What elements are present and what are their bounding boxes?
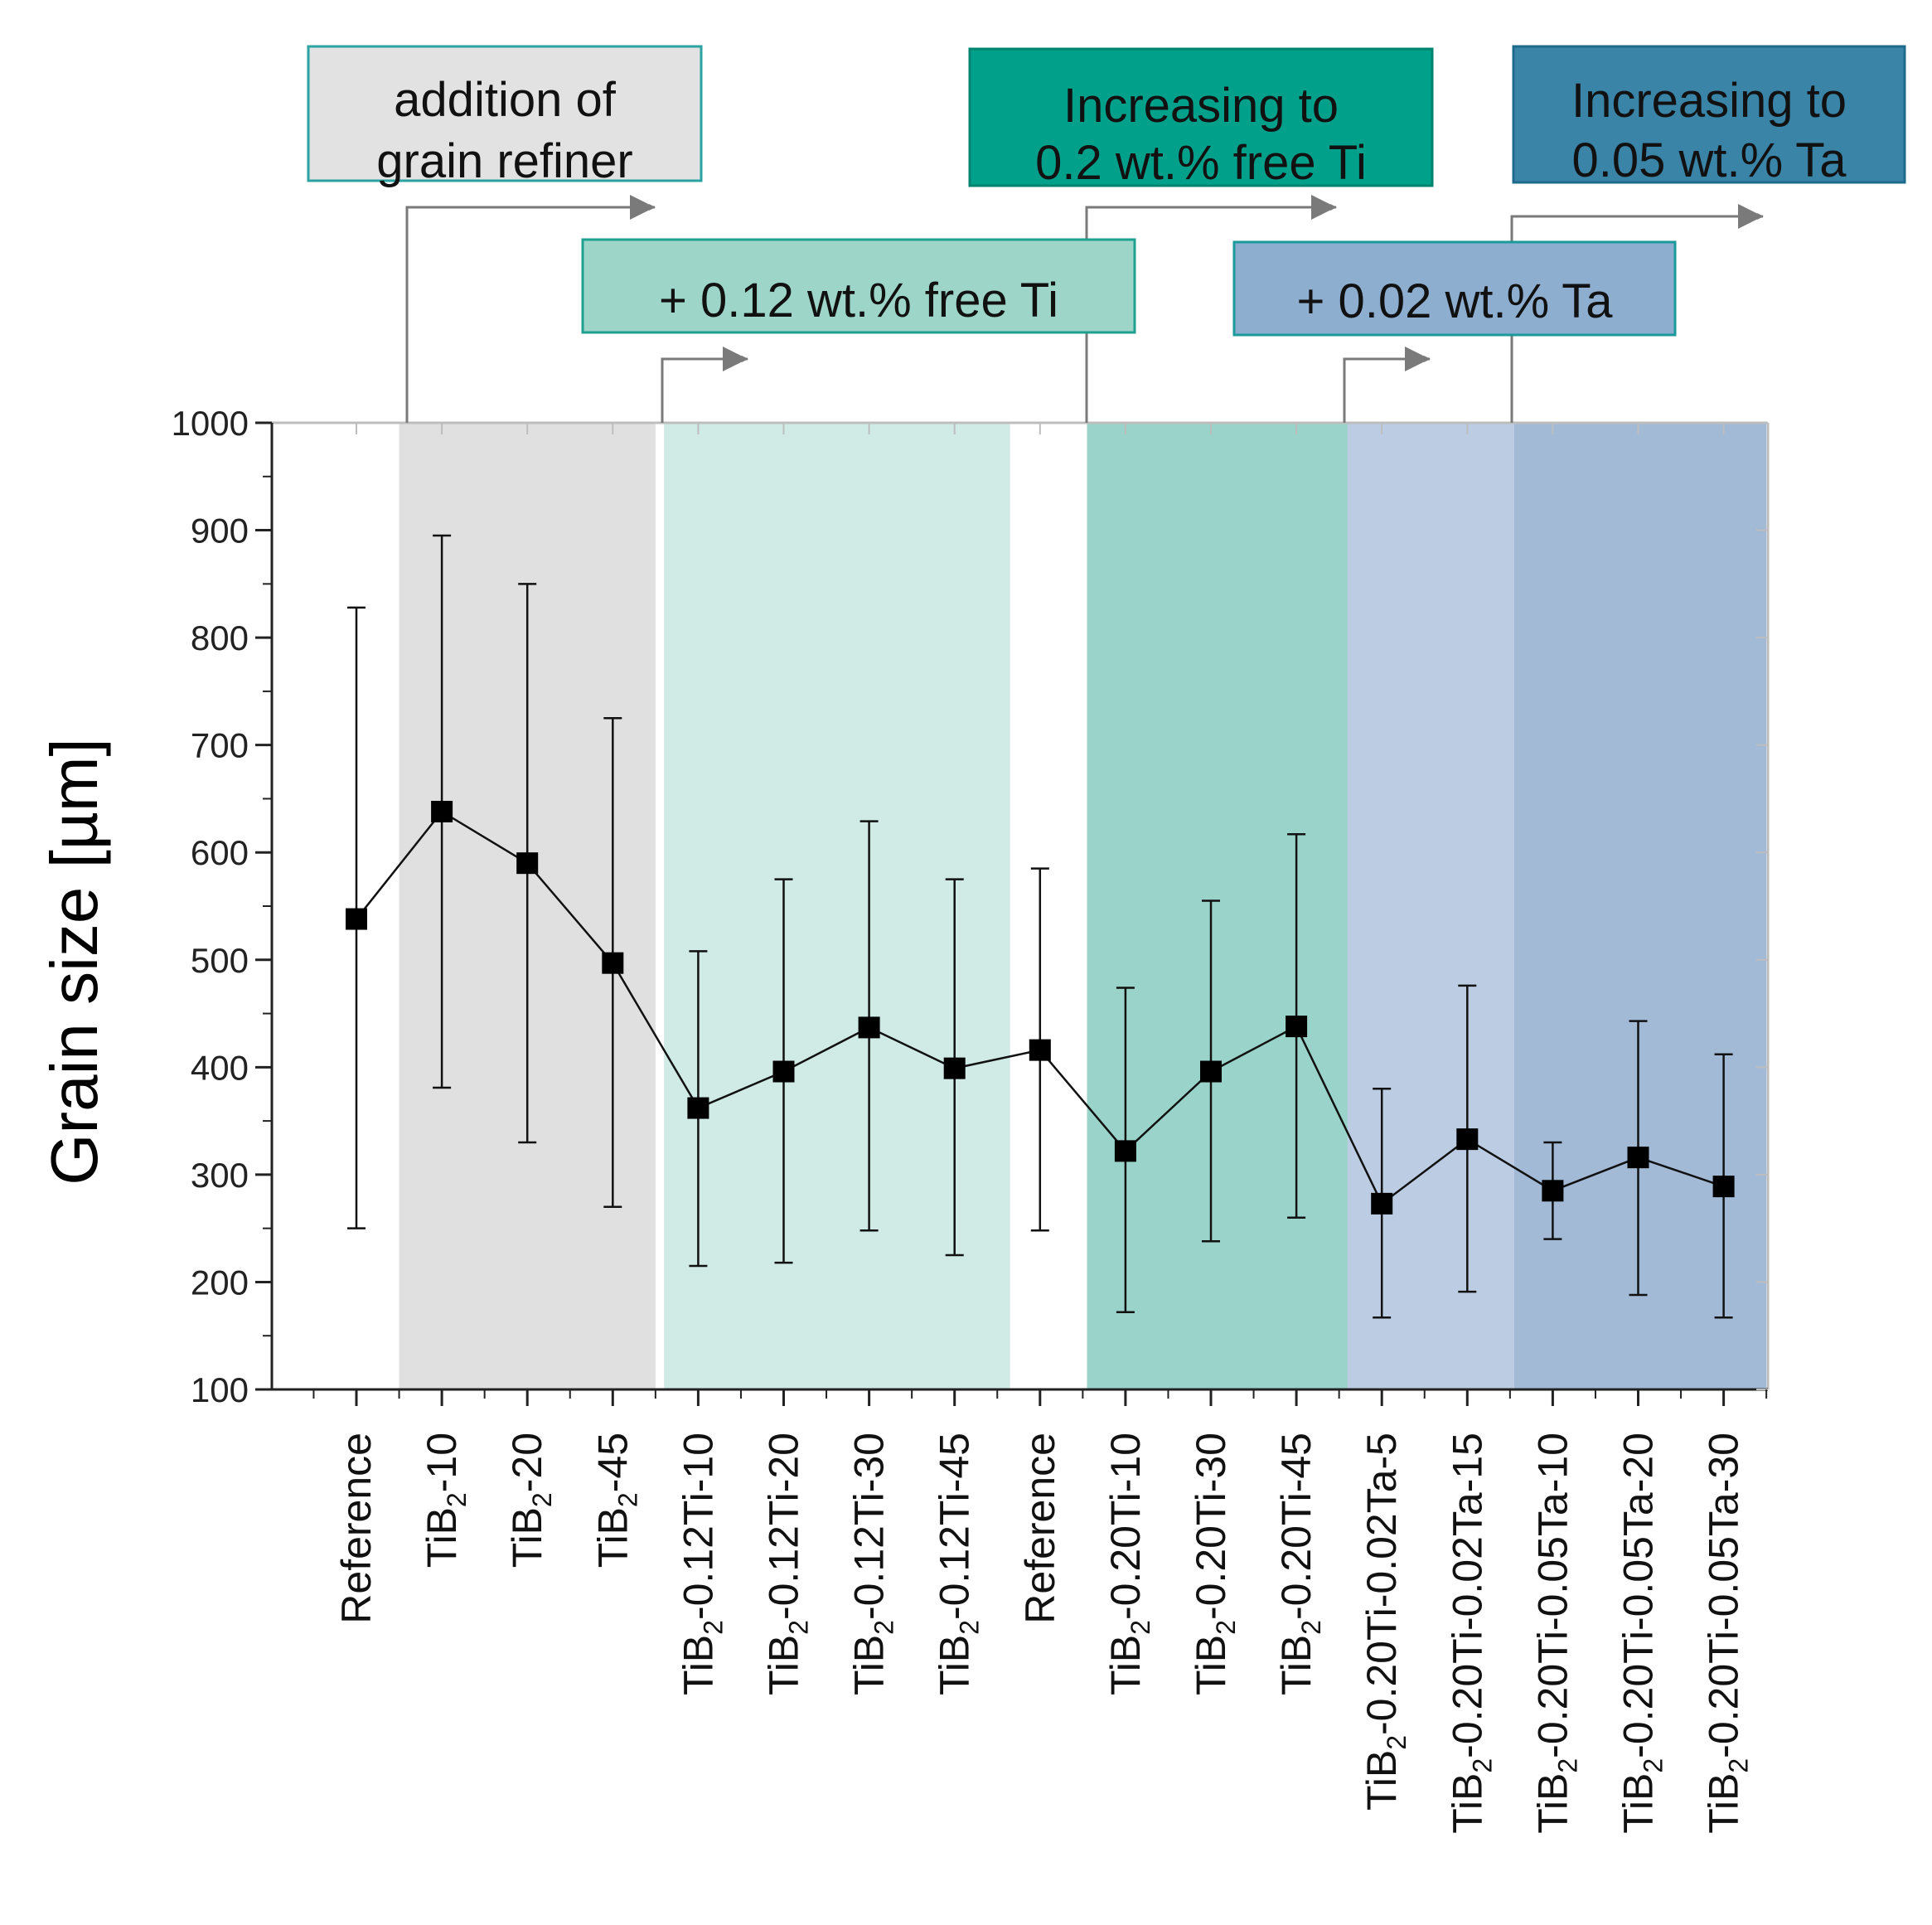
region-band-2 bbox=[1087, 423, 1348, 1389]
data-point-3 bbox=[602, 952, 624, 974]
y-tick-label: 300 bbox=[191, 1156, 249, 1195]
region-band-4 bbox=[1514, 423, 1767, 1389]
data-point-8 bbox=[1029, 1039, 1051, 1061]
annotation-connectors bbox=[405, 195, 1764, 423]
y-tick-label: 500 bbox=[191, 941, 249, 980]
data-point-14 bbox=[1542, 1180, 1564, 1202]
y-tick-label: 200 bbox=[191, 1263, 249, 1302]
annotation-text-4-1: 0.05 wt.% Ta bbox=[1571, 133, 1847, 187]
arrow-head-1 bbox=[723, 347, 748, 371]
annotation-text-2-0: Increasing to bbox=[1063, 79, 1339, 133]
arrow-head-0 bbox=[630, 195, 655, 220]
category-label-4: TiB2-0.12Ti-10 bbox=[675, 1433, 728, 1695]
category-label-11: TiB2-0.20Ti-45 bbox=[1273, 1433, 1326, 1695]
annotation-box-2: Increasing to0.2 wt.% free Ti bbox=[968, 47, 1434, 190]
category-label-0: Reference bbox=[333, 1433, 380, 1624]
data-point-16 bbox=[1712, 1176, 1735, 1198]
region-band-1 bbox=[664, 423, 1010, 1389]
category-label-1: TiB2-10 bbox=[419, 1433, 472, 1568]
y-tick-label: 400 bbox=[191, 1048, 249, 1087]
category-labels: Reference TiB2-10 TiB2-20 TiB2-45 TiB2-0.12T… bbox=[333, 1433, 1754, 1834]
data-point-12 bbox=[1371, 1192, 1393, 1215]
data-markers bbox=[346, 800, 1735, 1215]
annotation-box-4: Increasing to0.05 wt.% Ta bbox=[1512, 45, 1906, 187]
annotation-box-1: + 0.12 wt.% free Ti bbox=[581, 238, 1136, 334]
data-point-1 bbox=[431, 800, 453, 822]
y-tick-label: 600 bbox=[191, 833, 249, 872]
annotation-text-3-0: + 0.02 wt.% Ta bbox=[1297, 274, 1614, 328]
annotation-text-0-1: grain refiner bbox=[376, 134, 632, 188]
category-label-16: TiB2-0.20Ti-0.05Ta-30 bbox=[1701, 1433, 1754, 1834]
connector-arrow-3 bbox=[1343, 356, 1431, 423]
connector-arrow-0 bbox=[405, 204, 656, 423]
category-label-13: TiB2-0.20Ti-0.02Ta-15 bbox=[1444, 1433, 1497, 1834]
y-tick-label: 800 bbox=[191, 618, 249, 657]
arrow-head-3 bbox=[1405, 347, 1430, 371]
region-band-3 bbox=[1347, 423, 1515, 1389]
category-label-8: Reference bbox=[1017, 1433, 1063, 1624]
data-point-5 bbox=[772, 1060, 795, 1083]
category-label-7: TiB2-0.12Ti-45 bbox=[932, 1433, 985, 1695]
y-axis-label: Grain size [µm] bbox=[37, 738, 111, 1186]
annotation-text-2-1: 0.2 wt.% free Ti bbox=[1035, 136, 1367, 190]
data-point-4 bbox=[687, 1097, 709, 1119]
data-point-11 bbox=[1286, 1016, 1308, 1038]
axes: 100 200 300 400 500 600 700 800 900 1000 bbox=[172, 404, 1770, 1409]
data-point-9 bbox=[1114, 1140, 1136, 1162]
y-tick-label: 700 bbox=[191, 726, 249, 765]
connector-arrow-4 bbox=[1510, 213, 1764, 423]
arrow-head-2 bbox=[1311, 195, 1336, 220]
data-point-13 bbox=[1456, 1128, 1479, 1151]
y-tick-label: 1000 bbox=[172, 404, 249, 443]
arrow-head-4 bbox=[1738, 204, 1763, 229]
y-tick-label: 100 bbox=[191, 1370, 249, 1409]
data-point-10 bbox=[1200, 1060, 1222, 1083]
annotation-box-0: addition of grain refiner bbox=[307, 45, 703, 188]
category-label-12: TiB2-0.20Ti-0.02Ta-5 bbox=[1358, 1433, 1411, 1811]
annotation-box-3: + 0.02 wt.% Ta bbox=[1232, 240, 1677, 337]
shaded-regions bbox=[399, 423, 1767, 1389]
annotations: addition of grain refiner + 0.12 wt.% free… bbox=[307, 45, 1906, 337]
connector-arrow-1 bbox=[661, 356, 748, 423]
annotation-text-0-0: addition of bbox=[394, 73, 617, 127]
data-point-2 bbox=[516, 852, 539, 875]
data-point-15 bbox=[1627, 1147, 1649, 1169]
category-label-3: TiB2-45 bbox=[589, 1433, 642, 1568]
category-label-9: TiB2-0.20Ti-10 bbox=[1102, 1433, 1155, 1695]
annotation-text-4-0: Increasing to bbox=[1571, 74, 1847, 128]
category-label-15: TiB2-0.20Ti-0.05Ta-20 bbox=[1615, 1433, 1668, 1834]
data-point-7 bbox=[943, 1057, 966, 1079]
y-tick-label: 900 bbox=[191, 512, 249, 550]
category-label-5: TiB2-0.12Ti-20 bbox=[761, 1433, 814, 1695]
data-point-0 bbox=[346, 908, 367, 930]
category-label-2: TiB2-20 bbox=[504, 1433, 557, 1568]
category-label-10: TiB2-0.20Ti-30 bbox=[1188, 1433, 1241, 1695]
data-point-6 bbox=[858, 1016, 880, 1039]
connector-arrow-2 bbox=[1085, 204, 1337, 423]
annotation-text-1-0: + 0.12 wt.% free Ti bbox=[659, 274, 1058, 327]
category-label-6: TiB2-0.12Ti-30 bbox=[846, 1433, 899, 1695]
category-label-14: TiB2-0.20Ti-0.05Ta-10 bbox=[1529, 1433, 1582, 1834]
